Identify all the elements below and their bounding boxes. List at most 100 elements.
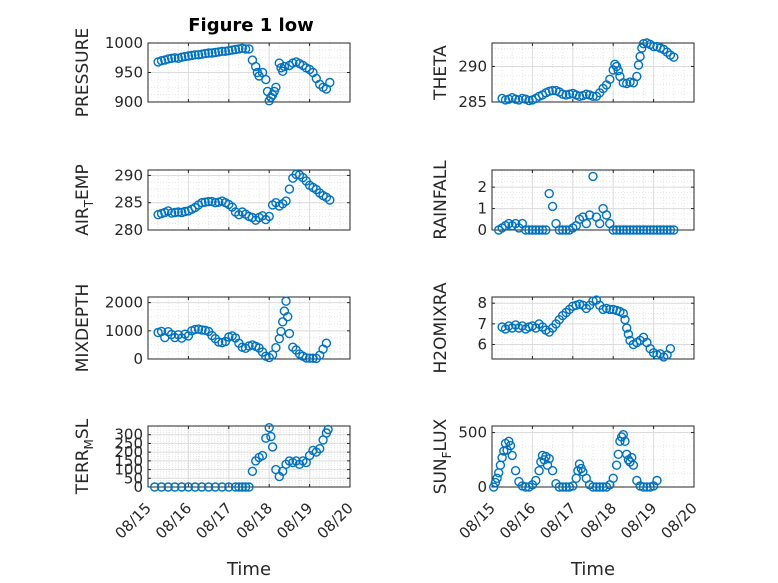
y-tick-label: 50: [124, 469, 143, 487]
y-axis-label-main: AIR: [73, 207, 93, 236]
data-point: [547, 201, 558, 212]
data-point: [652, 225, 662, 235]
data-point: [544, 454, 554, 464]
data-point: [598, 482, 608, 492]
data-point: [200, 197, 210, 207]
data-point: [558, 482, 568, 492]
y-tick-label: 300: [114, 426, 143, 444]
y-tick-label: 0: [133, 350, 143, 368]
data-point: [622, 225, 632, 235]
data-point: [632, 71, 642, 82]
data-point: [176, 52, 187, 62]
data-point: [645, 225, 655, 235]
y-tick-label: 250: [114, 434, 143, 452]
y-axis-label: H2OMIXRA: [431, 282, 451, 373]
data-point: [170, 53, 180, 63]
data-point: [642, 225, 652, 235]
subplot-2: 285 290 THETA: [431, 38, 695, 111]
data-point: [301, 353, 311, 363]
data-point: [662, 225, 672, 235]
data-point: [608, 473, 618, 483]
y-tick-label: 900: [114, 93, 143, 111]
data-point: [180, 51, 190, 62]
data-point: [611, 225, 622, 235]
data-point: [227, 45, 237, 55]
data-point: [267, 442, 278, 452]
data-point: [554, 225, 564, 235]
data-point: [187, 50, 197, 61]
data-point: [234, 482, 244, 492]
data-point: [655, 225, 665, 235]
y-axis-label: PRESSURE: [73, 28, 93, 117]
y-axis-label-main: TERR: [73, 449, 93, 495]
data-point: [605, 74, 615, 85]
data-point: [200, 48, 210, 59]
data-point: [558, 89, 568, 99]
data-point: [224, 46, 234, 56]
y-tick-label: 7: [477, 315, 487, 333]
subplot-3: 280 285 290 AIRTEMP: [73, 164, 351, 239]
y-tick-label: 150: [114, 452, 143, 470]
data-point: [315, 444, 325, 454]
y-tick-label: 1: [477, 200, 487, 218]
data-point: [490, 477, 501, 488]
data-point: [497, 452, 507, 463]
data-point: [156, 56, 167, 66]
y-tick-label: 0: [477, 478, 487, 496]
data-point: [237, 482, 248, 492]
data-point: [325, 77, 335, 88]
data-point: [554, 482, 564, 492]
y-axis-label-main: SUN: [431, 458, 451, 494]
data-point: [611, 460, 622, 470]
y-tick-label: 500: [458, 424, 487, 442]
data-point: [544, 86, 554, 97]
y-tick-label: 285: [114, 194, 143, 212]
data-point: [632, 225, 642, 235]
y-axis-label-rest: EMP: [73, 164, 93, 200]
y-tick-label: 290: [114, 166, 143, 184]
data-point: [595, 218, 605, 229]
data-point: [618, 225, 628, 235]
data-point: [203, 48, 214, 58]
data-point: [217, 482, 227, 492]
data-point: [190, 50, 200, 60]
data-point: [531, 475, 541, 486]
subplot-5: 0 1000 2000 MIXDEPTH: [73, 284, 351, 373]
data-point: [261, 433, 271, 443]
data-point: [170, 482, 180, 492]
data-point: [489, 482, 499, 492]
data-point: [271, 82, 281, 93]
data-point: [278, 66, 288, 77]
data-point: [166, 208, 177, 218]
y-tick-label: 285: [458, 93, 487, 111]
data-point: [183, 482, 194, 492]
data-point: [642, 482, 652, 492]
data-point: [638, 39, 649, 49]
data-point: [574, 459, 585, 469]
data-point: [492, 473, 502, 483]
data-point: [234, 44, 244, 54]
figure-title: Figure 1 low: [188, 15, 313, 36]
data-point: [623, 329, 634, 339]
axes-box: [491, 169, 695, 231]
axes-box: [147, 296, 351, 360]
data-point: [193, 50, 204, 60]
data-point: [261, 74, 271, 85]
data-point: [257, 450, 268, 461]
data-point: [648, 41, 659, 52]
data-point: [213, 47, 224, 57]
data-point: [659, 225, 669, 235]
data-point: [210, 47, 221, 58]
data-point: [173, 207, 184, 217]
data-point: [601, 210, 612, 220]
data-point: [217, 46, 227, 56]
data-point: [595, 482, 605, 492]
data-point: [244, 44, 254, 54]
data-point: [237, 43, 248, 53]
y-axis-label-subscript: F: [440, 451, 454, 458]
data-point: [163, 482, 173, 492]
y-axis-label-main: MIXDEPTH: [73, 284, 93, 373]
data-point: [149, 482, 160, 492]
y-axis-label-subscript: M: [82, 439, 96, 449]
